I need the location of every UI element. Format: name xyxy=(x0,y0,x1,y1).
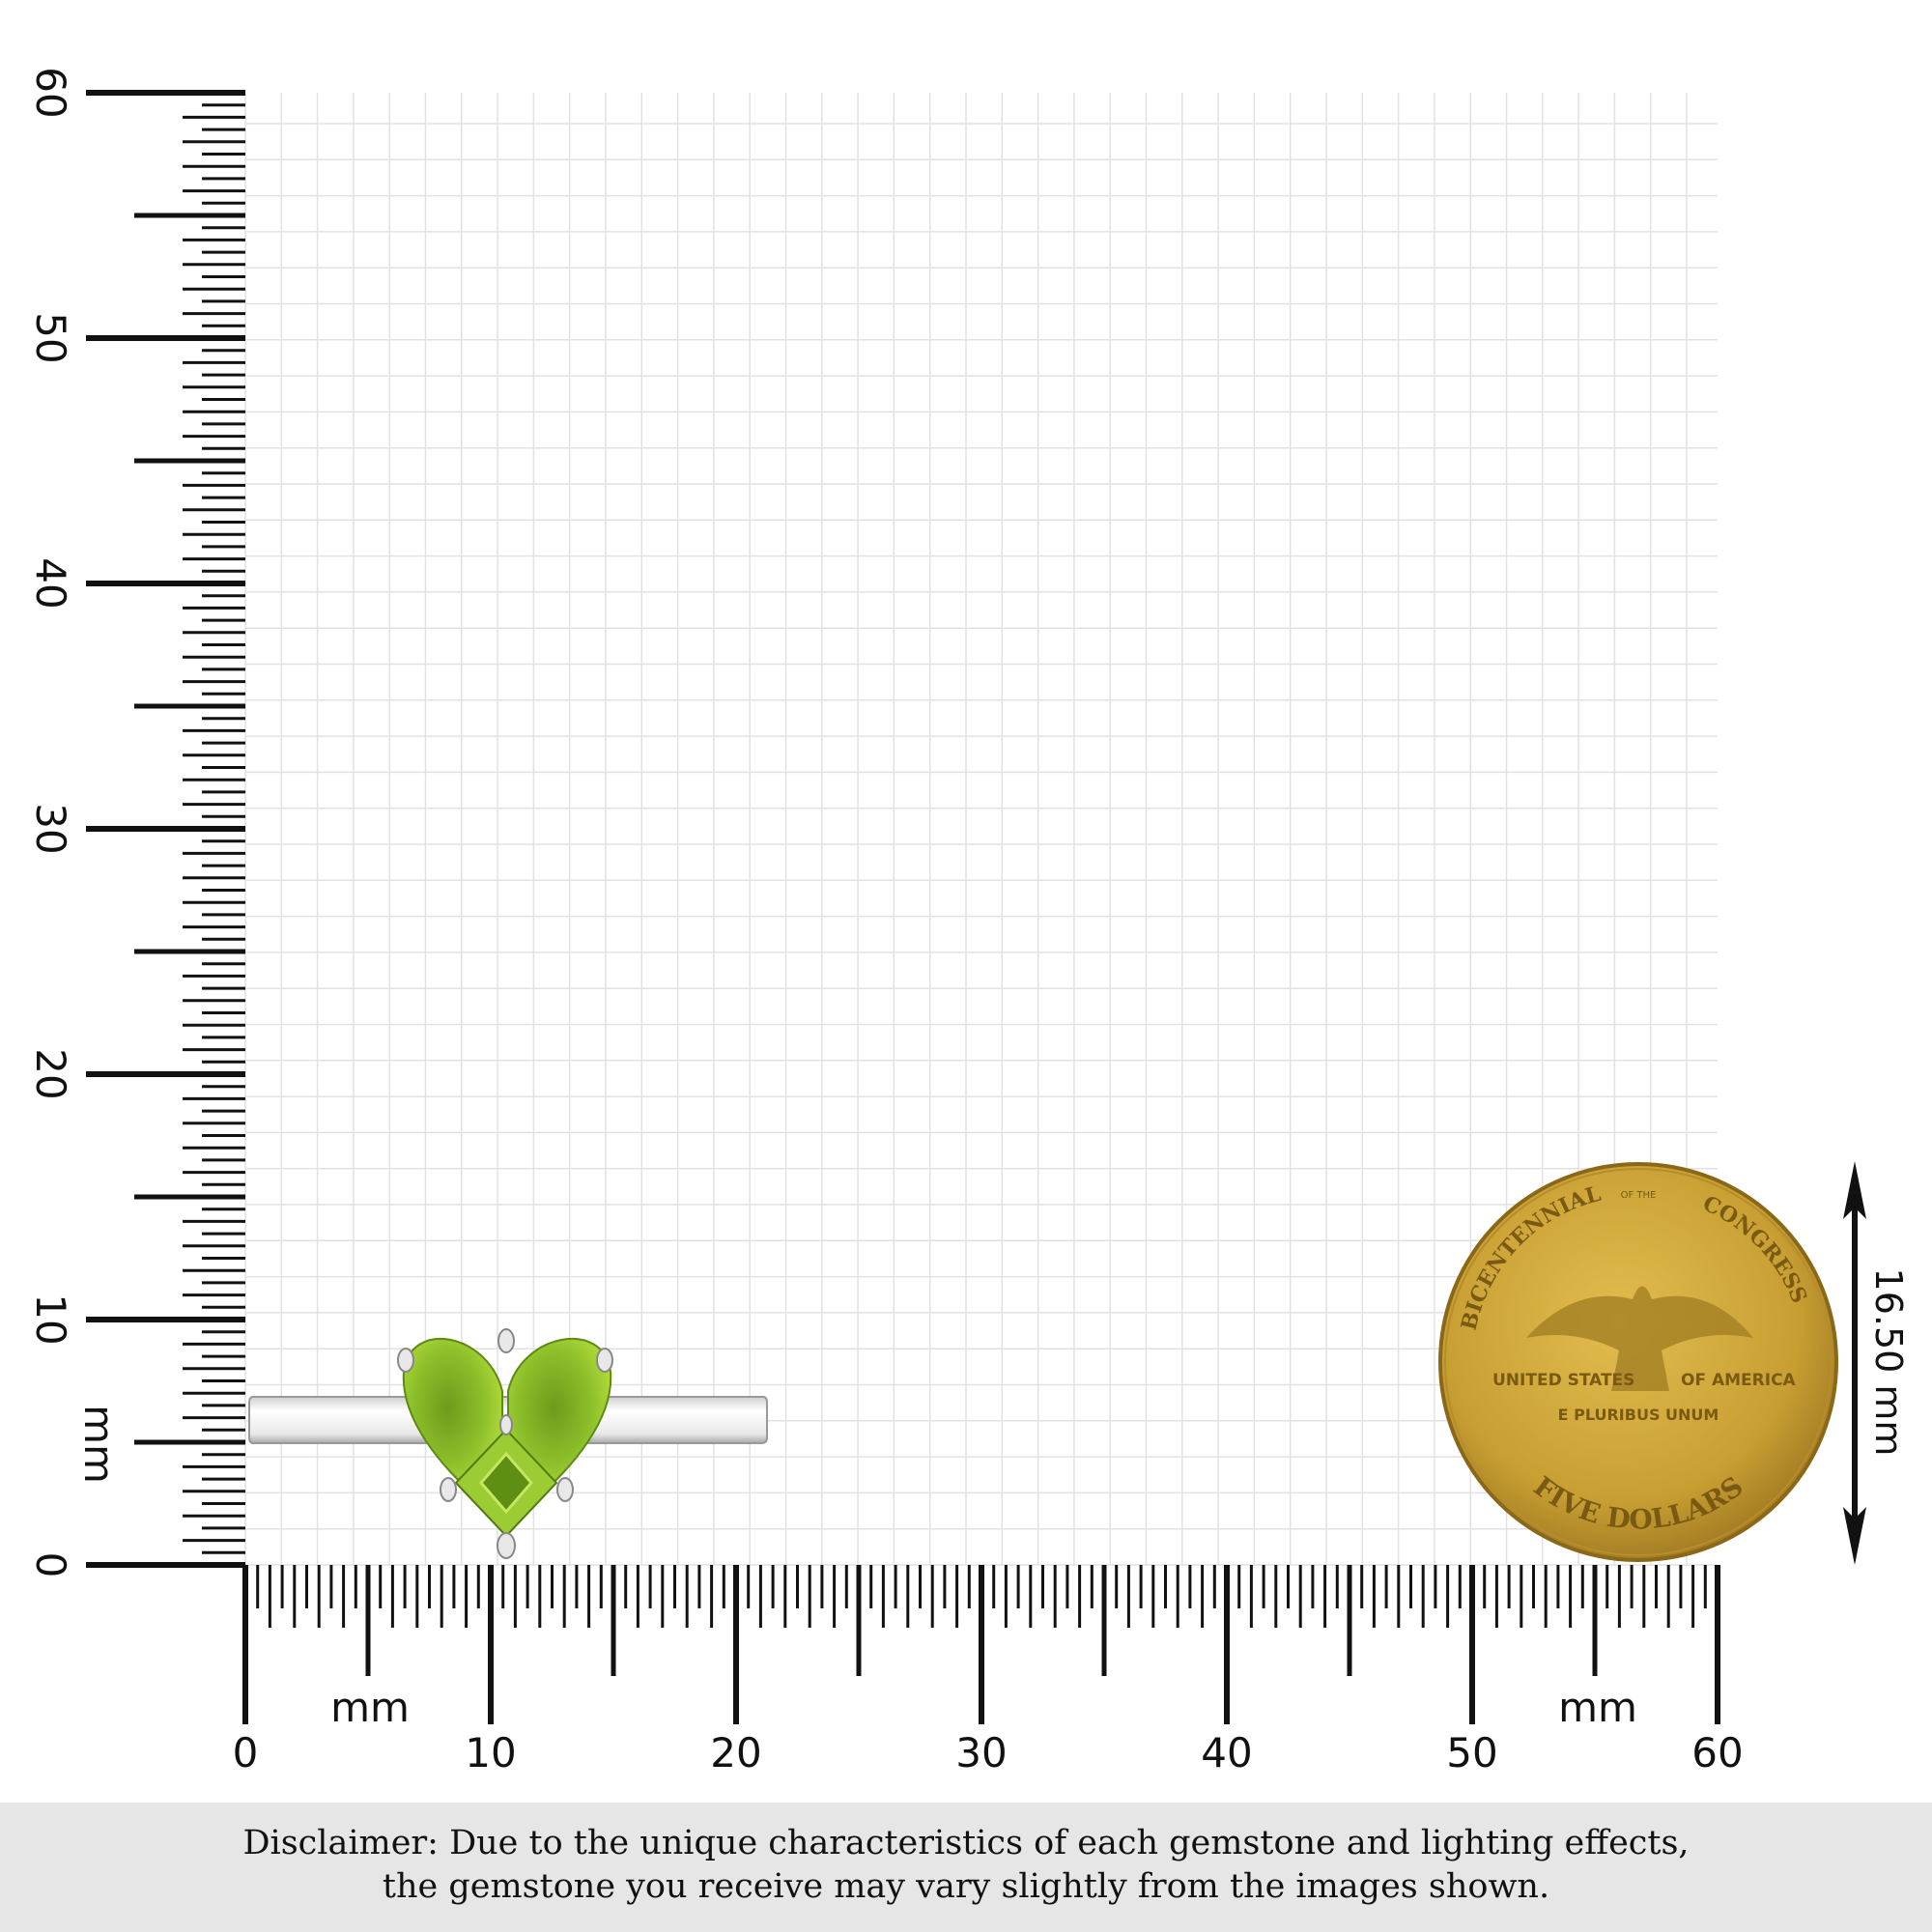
coin-image: BICENTENNIAL CONGRESS FIVE DOLLARS OF TH… xyxy=(1438,1162,1838,1562)
x-tick-label: 20 xyxy=(710,1729,762,1776)
y-axis-unit: mm xyxy=(75,1405,123,1484)
coin-diameter-label: 16.50 mm xyxy=(1867,1267,1910,1457)
measurement-arrow xyxy=(1843,1161,1866,1565)
ring-image xyxy=(248,1328,768,1559)
x-tick-label: 50 xyxy=(1446,1729,1498,1776)
x-tick-label: 60 xyxy=(1691,1729,1744,1776)
x-tick-label: 40 xyxy=(1201,1729,1253,1776)
y-tick-label: 20 xyxy=(27,1048,74,1100)
x-axis-unit-left: mm xyxy=(330,1684,410,1731)
disclaimer-line-2: the gemstone you receive may vary slight… xyxy=(382,1867,1550,1906)
y-tick-label: 50 xyxy=(27,312,74,364)
y-tick-label: 60 xyxy=(27,67,74,119)
y-tick-label: 0 xyxy=(27,1551,74,1578)
ruler-ticks xyxy=(86,90,1720,1724)
y-tick-label: 40 xyxy=(27,557,74,610)
coin-left-text: UNITED STATES xyxy=(1492,1371,1634,1390)
y-tick-label: 30 xyxy=(27,803,74,855)
disclaimer-line-1: Disclaimer: Due to the unique characteri… xyxy=(242,1824,1690,1862)
disclaimer-banner: Disclaimer: Due to the unique characteri… xyxy=(0,1803,1932,1932)
x-axis-unit-right: mm xyxy=(1558,1684,1637,1731)
coin-of-the: OF THE xyxy=(1621,1190,1657,1201)
x-tick-label: 10 xyxy=(465,1729,517,1776)
eagle-emblem xyxy=(1526,1286,1753,1391)
x-tick-label: 0 xyxy=(232,1729,259,1776)
coin-right-text: OF AMERICA xyxy=(1681,1371,1797,1390)
coin-motto: E PLURIBUS UNUM xyxy=(1558,1406,1719,1424)
y-tick-label: 10 xyxy=(27,1293,74,1346)
x-tick-label: 30 xyxy=(955,1729,1008,1776)
